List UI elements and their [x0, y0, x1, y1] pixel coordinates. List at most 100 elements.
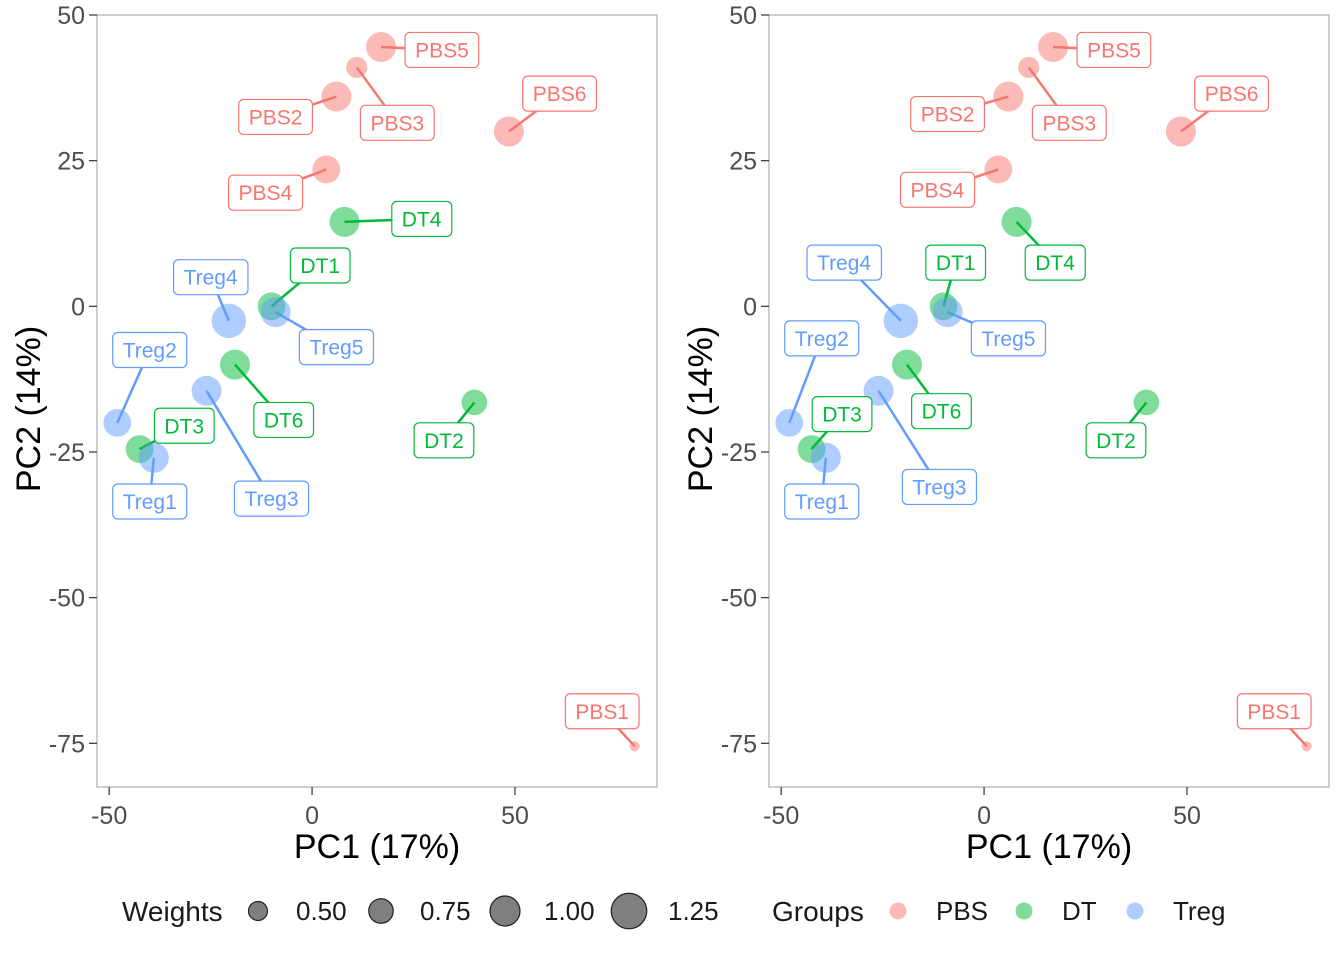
point-treg1	[138, 442, 169, 473]
point-pbs2	[993, 81, 1024, 112]
label-pbs6: PBS6	[522, 75, 598, 112]
label-text: Treg1	[123, 491, 177, 514]
legend-weight-key	[247, 900, 269, 922]
label-text: Treg4	[817, 252, 871, 275]
y-tick-label: 50	[729, 2, 757, 30]
label-text: Treg4	[184, 267, 238, 290]
point-pbs2	[321, 81, 352, 112]
point-pbs3	[1018, 56, 1040, 79]
label-box	[112, 483, 188, 520]
x-axis-title: PC1 (17%)	[294, 828, 460, 866]
legend-group-label: PBS	[936, 896, 988, 926]
label-pbs2: PBS2	[238, 98, 314, 136]
legend-group-key-dt	[1015, 902, 1033, 920]
point-treg5	[260, 297, 291, 328]
label-treg2: Treg2	[784, 320, 860, 357]
label-box	[1194, 75, 1270, 112]
y-axis-title: PC2 (14%)	[10, 326, 48, 492]
point-pbs3	[346, 56, 368, 79]
point-dt4	[329, 206, 360, 237]
label-treg1: Treg1	[784, 483, 860, 520]
point-pbs6	[493, 116, 524, 147]
label-text: PBS2	[249, 106, 303, 129]
label-text: Treg2	[123, 340, 177, 363]
label-treg5: Treg5	[970, 320, 1047, 357]
label-text: DT3	[164, 415, 204, 438]
panel-border	[96, 14, 658, 788]
y-tick-label: -25	[721, 439, 757, 467]
label-box	[153, 407, 215, 444]
label-text: PBS2	[921, 104, 975, 127]
label-box	[784, 320, 860, 357]
label-box	[784, 483, 860, 520]
label-text: PBS4	[239, 182, 293, 205]
point-pbs6	[1165, 116, 1196, 147]
label-treg3: Treg3	[233, 480, 310, 517]
label-box	[925, 244, 987, 281]
points	[103, 32, 640, 752]
label-box	[112, 331, 188, 369]
label-box	[1031, 104, 1107, 141]
label-text: PBS3	[370, 112, 424, 135]
label-pbs5: PBS5	[1076, 31, 1152, 69]
y-tick-label: 25	[729, 148, 757, 176]
label-text: Treg1	[795, 491, 849, 514]
point-treg1	[810, 442, 841, 473]
legend-weight-key	[368, 898, 394, 924]
panel-border	[768, 14, 1330, 788]
label-text: PBS6	[533, 83, 587, 106]
legend-weight-label: 1.25	[668, 896, 719, 926]
label-text: PBS1	[1247, 701, 1301, 724]
label-pbs5: PBS5	[404, 31, 480, 69]
x-tick-label: 50	[501, 802, 529, 830]
pca-panel-left: 50 25 0 -25 -50 -75 -50 0 50 PC1 (17%) PC2 (14%) PB…	[10, 2, 658, 866]
point-pbs1	[1301, 741, 1312, 752]
label-box	[564, 693, 640, 730]
label-box	[404, 31, 480, 69]
y-tick-label: -25	[49, 439, 85, 467]
label-box	[233, 480, 310, 517]
point-pbs4	[312, 155, 341, 184]
point-treg3	[191, 375, 222, 406]
point-dt4	[1001, 206, 1032, 237]
point-pbs5	[1038, 32, 1069, 63]
x-tick-label: -50	[763, 802, 799, 830]
legend: Weights 0.50 0.75 1.00 1.25 Groups PBS DT Treg	[122, 892, 1226, 930]
label-box	[359, 104, 435, 141]
label-text: DT6	[922, 401, 962, 424]
y-tick-label: 0	[743, 293, 757, 321]
label-text: Treg3	[244, 488, 298, 511]
x-tick-label: 0	[305, 802, 319, 830]
label-text: PBS1	[575, 701, 629, 724]
pca-panel-right: 50 25 0 -25 -50 -75 -50 0 50 PC1 (17%) PC2 (14%) PB…	[682, 2, 1330, 866]
label-text: Treg5	[309, 337, 363, 360]
label-text: Treg5	[981, 328, 1035, 351]
label-dt3: DT3	[811, 396, 873, 433]
point-pbs5	[366, 32, 397, 63]
legend-weight-key	[489, 895, 521, 927]
point-treg5	[932, 297, 963, 328]
legend-weight-label: 1.00	[544, 896, 595, 926]
legend-groups-title: Groups	[772, 896, 864, 927]
y-tick-label: -75	[49, 730, 85, 758]
label-box	[911, 393, 972, 430]
x-tick-label: 0	[977, 802, 991, 830]
label-pbs3: PBS3	[1031, 104, 1107, 141]
label-text: DT2	[1096, 430, 1136, 453]
label-box	[1236, 693, 1312, 730]
label-pbs6: PBS6	[1194, 75, 1270, 112]
point-treg4	[211, 303, 247, 339]
label-box	[970, 320, 1047, 357]
point-pbs1	[629, 741, 640, 752]
legend-group-key-pbs	[889, 902, 907, 920]
label-text: PBS5	[1087, 39, 1141, 62]
label-box	[522, 75, 598, 112]
label-treg5: Treg5	[298, 329, 375, 366]
label-text: DT4	[1035, 252, 1075, 275]
label-box	[811, 396, 873, 433]
label-box	[899, 171, 976, 208]
label-text: DT4	[402, 208, 442, 231]
point-treg4	[883, 303, 919, 339]
point-treg2	[103, 408, 132, 437]
y-tick-label: -50	[721, 585, 757, 613]
